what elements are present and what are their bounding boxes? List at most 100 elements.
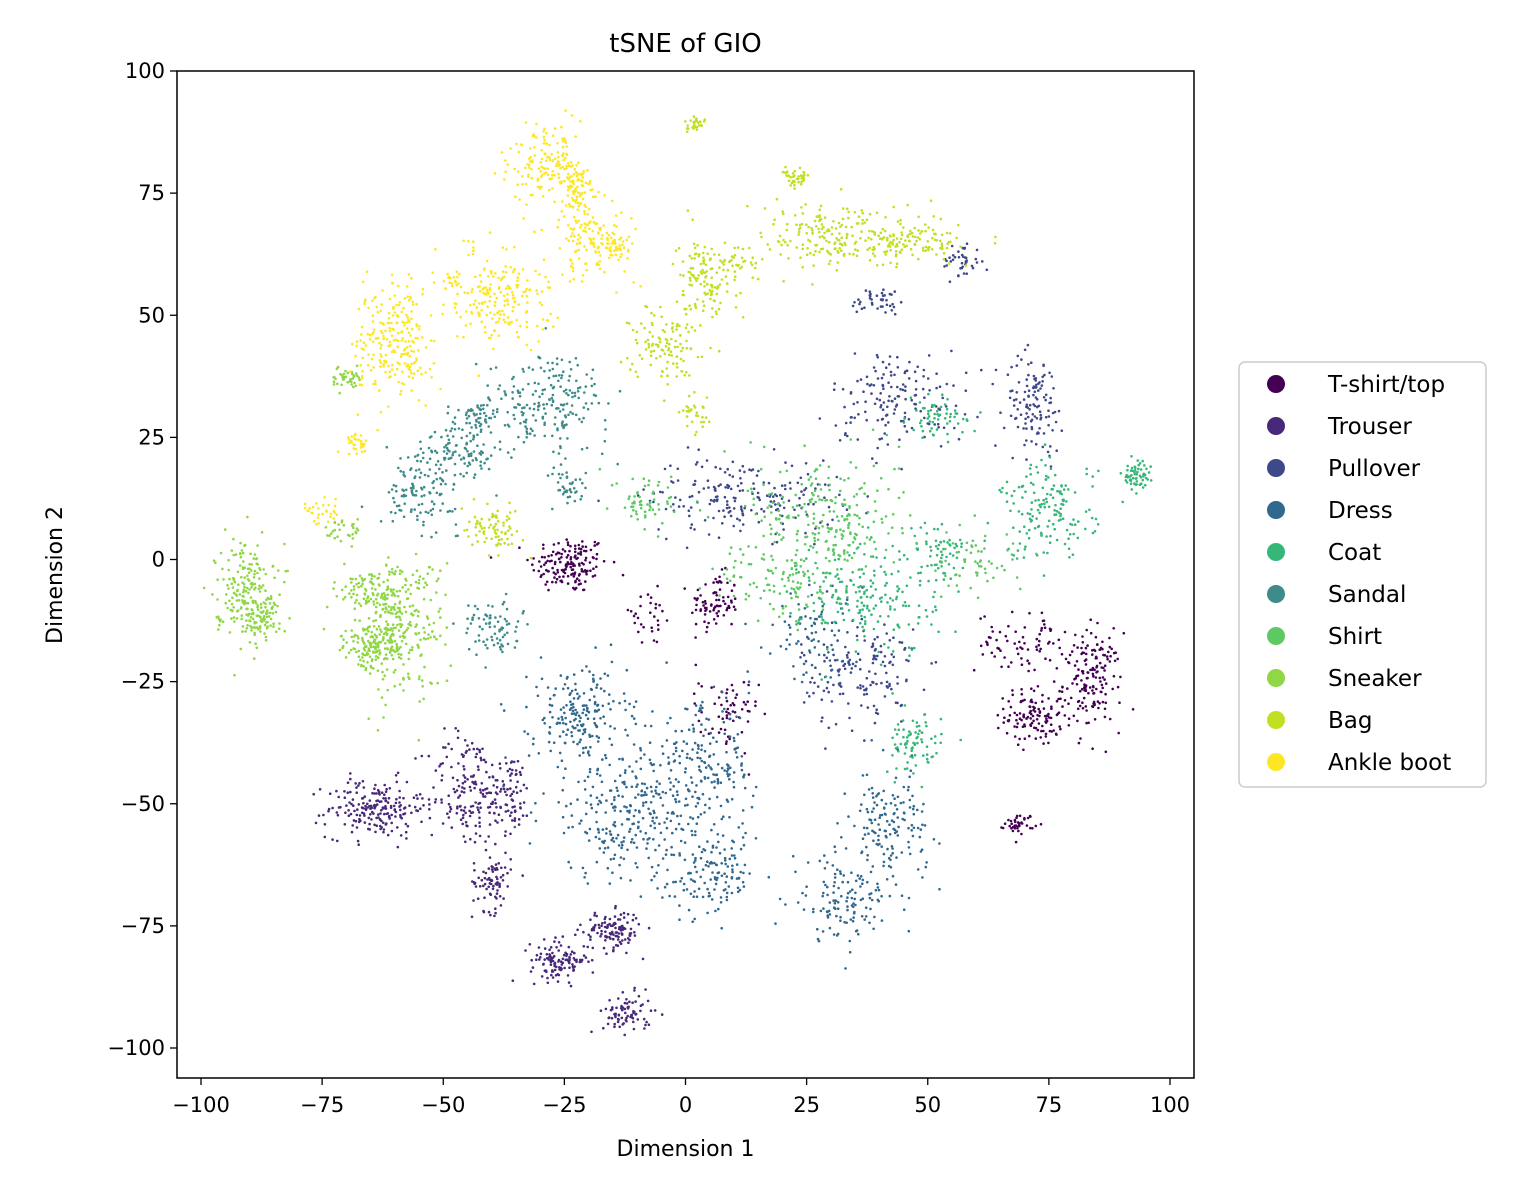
data-point	[907, 734, 910, 737]
data-point	[692, 879, 695, 883]
data-point	[899, 387, 902, 391]
data-point	[615, 1006, 618, 1010]
data-point	[574, 708, 577, 712]
data-point	[716, 777, 720, 781]
data-point	[569, 984, 573, 988]
data-point	[1094, 655, 1098, 659]
data-point	[853, 301, 856, 304]
data-point	[960, 261, 964, 265]
data-point	[505, 619, 508, 623]
data-point	[570, 814, 574, 817]
data-point	[800, 651, 804, 655]
data-point	[574, 554, 577, 557]
data-point	[715, 612, 718, 615]
data-point	[436, 460, 440, 463]
data-point	[711, 727, 714, 730]
data-point	[479, 404, 483, 407]
data-point	[840, 514, 844, 518]
data-point	[512, 375, 515, 379]
data-point	[493, 625, 497, 628]
data-point	[653, 1009, 657, 1012]
data-point	[1139, 468, 1143, 471]
data-point	[1060, 690, 1064, 693]
data-point	[902, 785, 906, 789]
data-point	[743, 506, 746, 510]
data-point	[392, 804, 396, 808]
data-point	[563, 571, 567, 575]
data-point	[846, 631, 849, 634]
data-point	[562, 390, 566, 393]
data-point	[689, 892, 693, 896]
data-point	[579, 498, 582, 501]
data-point	[563, 414, 567, 417]
data-point	[839, 602, 843, 606]
data-point	[735, 715, 738, 719]
data-point	[862, 572, 865, 575]
data-point	[923, 713, 926, 716]
data-point	[1042, 396, 1046, 399]
data-point	[879, 615, 882, 618]
data-point	[689, 526, 693, 530]
data-point	[960, 542, 963, 545]
data-point	[831, 593, 835, 597]
data-point	[827, 726, 831, 730]
data-point	[865, 676, 869, 680]
data-point	[909, 576, 912, 579]
data-point	[1047, 505, 1051, 509]
data-point	[574, 933, 577, 937]
data-point	[541, 388, 545, 392]
data-point	[848, 506, 851, 510]
data-point	[918, 421, 922, 425]
data-point	[922, 368, 926, 372]
data-point	[855, 660, 858, 664]
data-point	[885, 298, 888, 302]
data-point	[715, 594, 718, 597]
data-point	[393, 500, 396, 504]
data-point	[496, 881, 499, 884]
data-point	[770, 492, 774, 495]
data-point	[394, 774, 398, 777]
data-point	[581, 545, 584, 548]
data-point	[588, 827, 592, 831]
data-point	[732, 703, 736, 707]
data-point	[1035, 383, 1038, 387]
data-point	[846, 880, 850, 884]
data-point	[852, 916, 855, 919]
data-point	[887, 864, 891, 868]
data-point	[954, 404, 958, 408]
data-point	[521, 406, 524, 410]
data-point	[603, 689, 606, 693]
data-point	[614, 931, 618, 934]
data-point	[862, 604, 866, 608]
data-point	[797, 640, 800, 643]
data-point	[865, 773, 869, 777]
data-point	[738, 469, 742, 472]
data-point	[878, 828, 882, 831]
data-point	[710, 898, 714, 901]
data-point	[1033, 668, 1036, 672]
data-point	[606, 925, 609, 929]
data-point	[1007, 624, 1010, 628]
data-point	[647, 856, 650, 860]
data-point	[658, 782, 661, 785]
data-point	[860, 614, 863, 618]
data-point	[881, 384, 885, 388]
data-point	[770, 511, 773, 514]
data-point	[605, 952, 608, 955]
data-point	[723, 856, 727, 860]
data-point	[485, 887, 488, 891]
data-point	[534, 819, 538, 823]
data-point	[787, 579, 790, 582]
data-point	[466, 617, 469, 620]
data-point	[553, 576, 556, 579]
data-point	[624, 708, 627, 712]
data-point	[643, 484, 647, 488]
data-point	[516, 780, 519, 784]
data-point	[465, 421, 468, 425]
data-point	[935, 386, 938, 390]
data-point	[693, 483, 697, 486]
data-point	[631, 1001, 634, 1004]
data-point	[875, 461, 878, 465]
data-point	[693, 865, 697, 869]
data-point	[654, 606, 657, 610]
